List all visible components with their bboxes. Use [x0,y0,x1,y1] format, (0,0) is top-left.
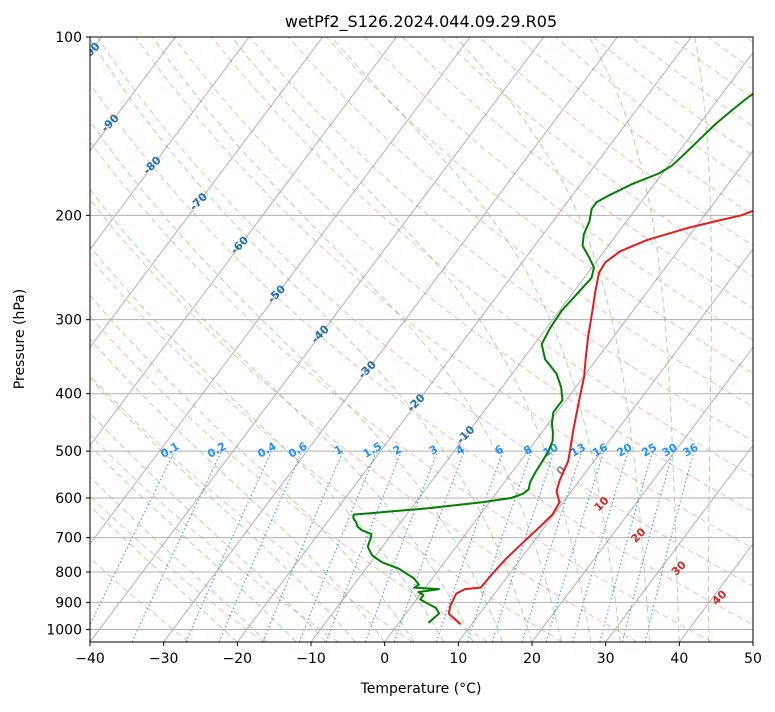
dry-adiabat [326,37,775,642]
x-tick-label: −10 [296,651,326,667]
mixing-ratio-label: 0.6 [286,439,310,460]
moist-adiabat [0,37,267,642]
theta-e-label: 20 [628,525,648,545]
pressure-grid [90,37,753,629]
skewed-isotherm [0,37,323,642]
dry-adiabat [479,37,775,642]
mixing-ratio-line [645,451,694,642]
mixing-ratio-line [436,451,503,642]
mixing-ratio-label: 30 [660,441,680,460]
y-tick-label: 600 [55,491,82,507]
x-tick-label: −30 [149,651,179,667]
skewed-isotherm [458,37,775,642]
x-axis-label: Temperature (°C) [360,681,482,697]
mixing-ratio-label: 2 [391,443,404,458]
moist-adiabat [0,37,355,642]
mixing-ratio-line [622,451,673,642]
moist-adiabat [0,37,237,642]
x-tick-label: 10 [449,651,467,667]
moist-adiabat [0,37,385,642]
mixing-ratio-line [263,451,343,642]
isotherm-label: -20 [404,391,427,414]
mixing-ratio-line [394,451,464,642]
mixing-ratio-line [600,451,653,642]
skewed-isotherm [0,37,249,642]
theta-e-label: 10 [592,494,612,514]
x-tick-label: 30 [597,651,615,667]
mixing-ratio-line [326,451,401,642]
x-tick-label: 20 [523,651,541,667]
mixing-ratio-label: 6 [493,442,506,457]
y-tick-label: 700 [55,531,82,547]
x-tick-label: 50 [744,651,762,667]
skewed-isotherm [385,37,775,642]
x-tick-label: 40 [670,651,688,667]
x-tick-label: −40 [75,651,105,667]
mixing-ratio-line [492,451,554,642]
mixing-ratio-line [219,451,302,642]
mixing-ratio-label: 0.2 [205,440,228,461]
moist-adiabat [589,37,679,642]
y-tick-label: 1000 [46,622,82,638]
skewed-isotherm [0,37,396,642]
mixing-ratio-label: 1 [332,443,345,458]
moist-adiabat [0,37,444,642]
mixing-ratio-label: 1.5 [361,440,384,461]
y-tick-label: 800 [55,565,82,581]
skewed-isotherm [679,37,775,642]
dry-adiabat [0,37,562,642]
dry-adiabat [403,37,775,642]
skewed-isotherm [16,37,470,642]
mixing-ratio-label: 0.1 [158,440,181,461]
background-lines [0,37,775,642]
mixing-ratio-label: 25 [639,441,659,460]
isotherm-label: -40 [308,322,331,345]
mixing-ratio-line [546,451,604,642]
skewed-isotherm [237,37,691,642]
skewed-isotherm [532,37,775,642]
mixing-ratio-label: 0.4 [255,439,279,460]
mixing-ratio-label: 20 [615,441,635,460]
dry-adiabat [0,37,413,642]
isotherm-label: -50 [265,282,288,305]
y-tick-label: 300 [55,313,82,329]
skewed-isotherm [311,37,765,642]
y-tick-label: 400 [55,387,82,403]
moist-adiabat [0,37,326,642]
dry-adiabat [441,37,775,642]
skewed-isotherm [753,37,775,642]
moist-adiabat [456,37,650,642]
mixing-ratio-line [82,451,175,642]
dry-adiabat [708,37,775,642]
moist-adiabat [0,37,296,642]
isotherm-label: -80 [140,154,163,177]
skewed-isotherm [164,37,618,642]
y-axis-label: Pressure (hPa) [12,289,28,389]
theta-e-label: 30 [669,558,689,578]
chart-title: wetPf2_S126.2024.044.09.29.R05 [285,12,557,32]
y-tick-label: 100 [55,30,82,46]
isotherm-label: -30 [356,358,379,381]
dry-adiabat [746,37,775,642]
y-tick-label: 200 [55,208,82,224]
x-tick-label: −20 [223,651,253,667]
moist-adiabat [0,37,414,642]
mixing-ratio-line [468,451,532,642]
y-tick-label: 500 [55,444,82,460]
mixing-ratio-label: 3 [427,443,440,458]
theta-e-label: 40 [709,587,729,607]
mixing-ratio-line [573,451,628,642]
y-tick-label: 900 [55,595,82,611]
isotherm-label: -90 [98,111,121,134]
moist-adiabat [153,37,562,642]
x-tick-label: 0 [380,651,389,667]
